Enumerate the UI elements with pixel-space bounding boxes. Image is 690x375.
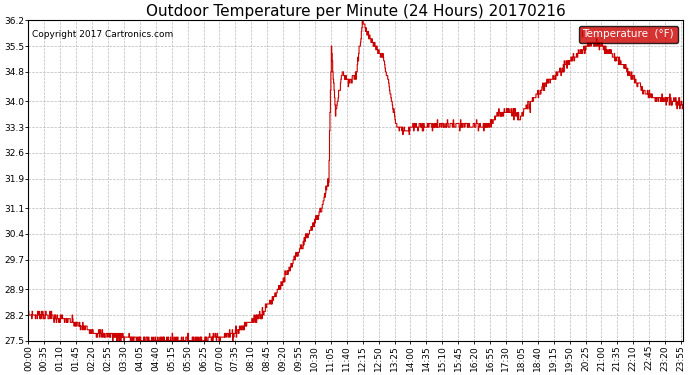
Title: Outdoor Temperature per Minute (24 Hours) 20170216: Outdoor Temperature per Minute (24 Hours… bbox=[146, 4, 566, 19]
Text: Copyright 2017 Cartronics.com: Copyright 2017 Cartronics.com bbox=[32, 30, 173, 39]
Legend: Temperature  (°F): Temperature (°F) bbox=[579, 26, 678, 43]
